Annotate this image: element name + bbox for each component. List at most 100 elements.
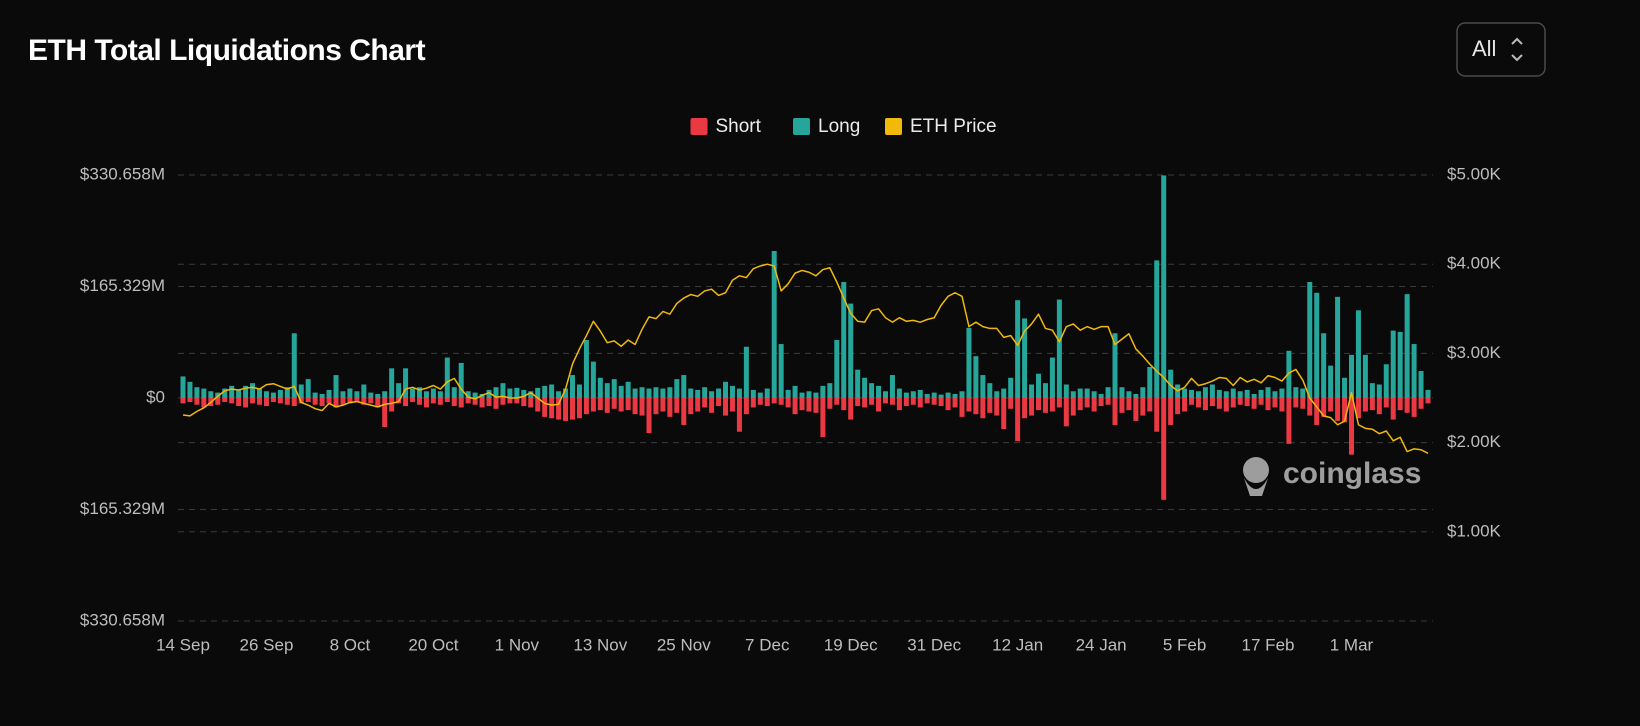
bar bbox=[347, 388, 353, 398]
bar bbox=[639, 387, 645, 398]
bar bbox=[1286, 398, 1292, 444]
bar bbox=[1216, 389, 1222, 398]
bar bbox=[444, 357, 450, 398]
bar bbox=[820, 385, 826, 398]
bar bbox=[709, 398, 715, 413]
bar bbox=[298, 384, 304, 398]
bar bbox=[1042, 383, 1048, 398]
range-selector[interactable]: All bbox=[1456, 22, 1546, 77]
bar bbox=[855, 398, 861, 407]
bar bbox=[869, 383, 875, 398]
bar bbox=[876, 398, 882, 412]
bar bbox=[437, 391, 443, 398]
bar bbox=[1321, 333, 1327, 398]
bar bbox=[695, 389, 701, 398]
y-tick-label: $330.658M bbox=[80, 610, 165, 629]
bar bbox=[354, 391, 360, 398]
bar bbox=[1008, 398, 1014, 409]
bar bbox=[1133, 393, 1139, 398]
bar bbox=[528, 391, 534, 398]
bar bbox=[1175, 398, 1181, 415]
bar bbox=[1209, 384, 1215, 398]
bar bbox=[263, 398, 269, 407]
bar bbox=[458, 362, 464, 398]
bar bbox=[750, 398, 756, 408]
bar bbox=[361, 398, 367, 405]
bar bbox=[1279, 398, 1285, 412]
bar bbox=[994, 391, 1000, 398]
bar bbox=[583, 398, 589, 415]
bar bbox=[1342, 377, 1348, 398]
bar bbox=[423, 391, 429, 398]
bar bbox=[1383, 364, 1389, 398]
bar bbox=[1300, 398, 1306, 409]
bar bbox=[514, 387, 520, 398]
bar bbox=[1084, 398, 1090, 408]
bar bbox=[250, 398, 256, 404]
x-tick-label: 13 Nov bbox=[573, 635, 627, 654]
bar bbox=[625, 398, 631, 411]
bar bbox=[1209, 398, 1215, 407]
bar bbox=[1258, 398, 1264, 405]
bar bbox=[1355, 398, 1361, 419]
bar bbox=[778, 344, 784, 398]
bar bbox=[945, 392, 951, 398]
bar bbox=[1056, 398, 1062, 408]
bar bbox=[1397, 398, 1403, 411]
bar bbox=[451, 398, 457, 407]
bar bbox=[1070, 398, 1076, 416]
bar bbox=[1244, 389, 1250, 398]
bar bbox=[653, 398, 659, 415]
bar bbox=[340, 391, 346, 398]
bar bbox=[1008, 377, 1014, 398]
bar bbox=[180, 376, 186, 398]
bar bbox=[1342, 398, 1348, 423]
bar bbox=[896, 398, 902, 411]
bar bbox=[1119, 387, 1125, 398]
bar bbox=[416, 387, 422, 398]
bar bbox=[1418, 371, 1424, 398]
bar bbox=[799, 392, 805, 398]
bar bbox=[646, 398, 652, 434]
bar bbox=[194, 387, 200, 398]
bar bbox=[848, 303, 854, 398]
bar bbox=[1328, 398, 1334, 412]
bar bbox=[312, 398, 318, 405]
bar bbox=[931, 392, 937, 398]
select-box[interactable] bbox=[1456, 22, 1546, 77]
bar bbox=[771, 250, 777, 398]
bar bbox=[903, 392, 909, 398]
select-label[interactable]: All bbox=[1472, 36, 1496, 61]
bar bbox=[486, 398, 492, 407]
y-tick-label: $0 bbox=[146, 387, 165, 406]
bar bbox=[514, 398, 520, 404]
bar bbox=[813, 398, 819, 413]
bar bbox=[618, 398, 624, 412]
bar bbox=[862, 398, 868, 408]
bar bbox=[750, 389, 756, 398]
bar bbox=[451, 387, 457, 398]
bar bbox=[556, 391, 562, 398]
bar bbox=[563, 398, 569, 421]
bar bbox=[1425, 398, 1431, 404]
bar bbox=[771, 398, 777, 404]
bar bbox=[333, 398, 339, 408]
bar bbox=[270, 392, 276, 398]
bar bbox=[757, 398, 763, 405]
bar bbox=[389, 368, 395, 398]
bar bbox=[841, 282, 847, 398]
bar bbox=[1202, 398, 1208, 411]
bar bbox=[340, 398, 346, 405]
bar bbox=[987, 398, 993, 413]
bar bbox=[243, 398, 249, 408]
bar bbox=[827, 383, 833, 398]
bar bbox=[361, 384, 367, 398]
bar bbox=[507, 388, 513, 398]
bar bbox=[876, 385, 882, 398]
bar bbox=[806, 398, 812, 412]
bar bbox=[465, 398, 471, 404]
bar bbox=[500, 398, 506, 405]
bar bbox=[563, 388, 569, 398]
bar bbox=[778, 398, 784, 405]
